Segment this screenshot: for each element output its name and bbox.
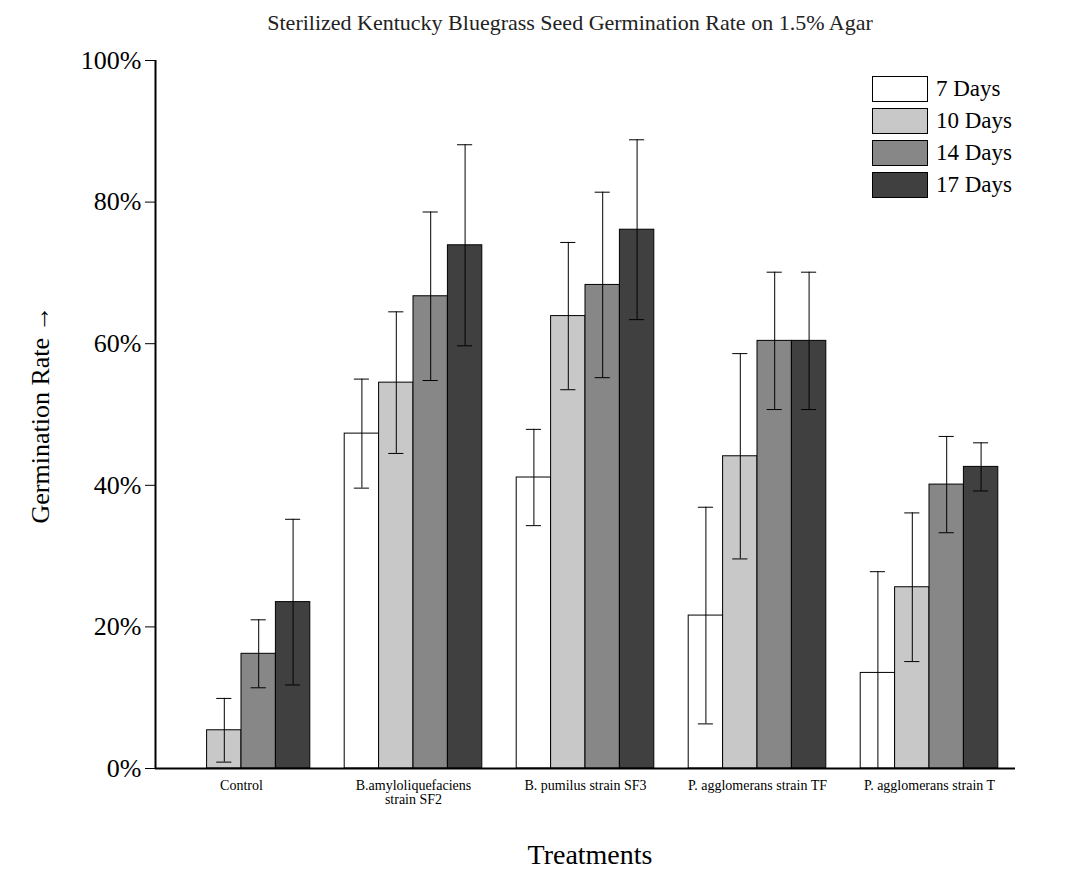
html-text:10 Days: 10 Days xyxy=(936,108,1012,133)
html-text:14 Days: 14 Days xyxy=(936,140,1012,165)
svg-text:P. agglomerans strain TF: P. agglomerans strain TF xyxy=(688,778,827,793)
svg-text:0%: 0% xyxy=(107,754,142,783)
html-text:7 Days: 7 Days xyxy=(936,76,1001,101)
svg-text:20%: 20% xyxy=(94,612,142,641)
svg-text:B. pumilus strain SF3: B. pumilus strain SF3 xyxy=(524,778,646,793)
html-text:17 Days: 17 Days xyxy=(936,172,1012,197)
svg-text:100%: 100% xyxy=(81,46,142,75)
svg-text:60%: 60% xyxy=(94,329,142,358)
svg-text:80%: 80% xyxy=(94,187,142,216)
html-text:Sterilized Kentucky Bluegrass: Sterilized Kentucky Bluegrass Seed Germi… xyxy=(267,10,873,35)
svg-text:40%: 40% xyxy=(94,471,142,500)
svg-text:P. agglomerans strain T: P. agglomerans strain T xyxy=(864,778,996,793)
html-text:Treatments: Treatments xyxy=(527,839,653,870)
svg-text:B.amyloliquefaciensstrain SF2: B.amyloliquefaciensstrain SF2 xyxy=(356,778,471,807)
svg-text:Control: Control xyxy=(220,778,263,793)
svg-text:Germination Rate →: Germination Rate → xyxy=(26,305,55,523)
